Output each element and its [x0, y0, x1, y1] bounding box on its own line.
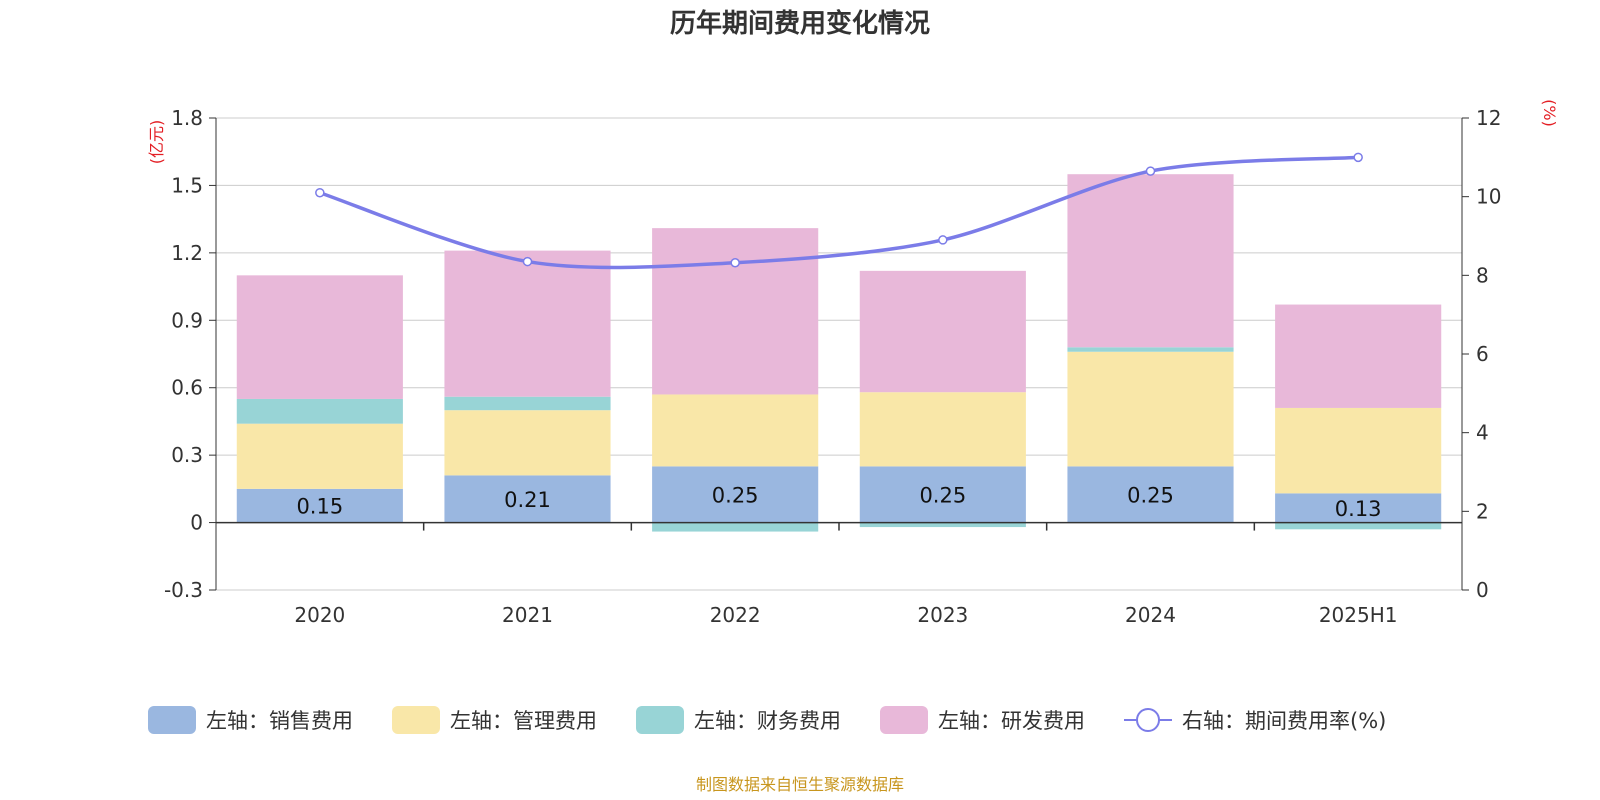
- left-tick-label: 0.3: [171, 443, 203, 467]
- bar-2025h1-2: [1275, 522, 1442, 530]
- right-tick-label: 4: [1476, 421, 1489, 445]
- left-tick-label: 0.6: [171, 376, 203, 400]
- bar-2021-0: [444, 475, 611, 523]
- legend-swatch-0: [148, 706, 196, 734]
- legend: 左轴：销售费用 左轴：管理费用 左轴：财务费用 左轴：研发费用 右轴：期间费用率(%): [148, 706, 1386, 734]
- rate-point-2020: [315, 187, 325, 198]
- grid: [216, 117, 1462, 591]
- left-tick-label: -0.3: [164, 578, 203, 602]
- right-tick-label: 6: [1476, 342, 1489, 366]
- legend-marker: [1136, 708, 1160, 732]
- data-source: 制图数据来自恒生聚源数据库: [696, 775, 904, 794]
- bar-2023-3: [859, 270, 1026, 393]
- data-label: 0.25: [712, 483, 759, 507]
- axes: -0.3 0 0.3 0.6 0.9 1.2 1.5 1.8 0 2 4 6 8 10 12 2020 2021…: [164, 106, 1501, 627]
- x-tick-label-2021: 2021: [502, 603, 553, 627]
- left-tick-label: 1.8: [171, 106, 203, 130]
- bars: [236, 174, 1442, 532]
- data-label: 0.25: [1127, 483, 1174, 507]
- right-tick-label: 2: [1476, 499, 1489, 523]
- legend-swatch-2: [636, 706, 684, 734]
- legend-swatch-1: [392, 706, 440, 734]
- bar-2020-1: [236, 423, 403, 489]
- data-label: 0.13: [1335, 497, 1382, 521]
- bar-2020-0: [236, 488, 403, 523]
- rate-point-2025h1: [1353, 152, 1363, 163]
- bar-2023-1: [859, 392, 1026, 467]
- bar-2025h1-0: [1275, 493, 1442, 523]
- legend-swatch-3: [880, 706, 928, 734]
- x-tick-label-2023: 2023: [917, 603, 968, 627]
- legend-label-1: 左轴：管理费用: [450, 709, 597, 733]
- right-tick-label: 8: [1476, 263, 1489, 287]
- data-label: 0.25: [919, 483, 966, 507]
- data-label: 0.15: [296, 495, 343, 519]
- bar-2023-2: [859, 522, 1026, 528]
- bar-2025h1-3: [1275, 304, 1442, 408]
- x-tick-label-2020: 2020: [294, 603, 345, 627]
- legend-label-3: 左轴：研发费用: [938, 709, 1085, 733]
- left-tick-label: 0.9: [171, 308, 203, 332]
- bar-2022-0: [652, 466, 819, 523]
- right-axis-unit: (%): [1540, 99, 1559, 127]
- left-tick-label: 1.2: [171, 241, 203, 265]
- data-label: 0.21: [504, 488, 551, 512]
- rate-point-2021: [522, 256, 533, 267]
- rate-point-2023: [938, 235, 948, 245]
- right-tick-label: 12: [1476, 106, 1501, 130]
- right-tick-label: 0: [1476, 578, 1489, 602]
- bar-2021-2: [444, 396, 611, 411]
- rate-point-2022: [730, 257, 740, 268]
- left-axis-unit: (亿元): [147, 120, 166, 165]
- bar-2020-3: [236, 275, 403, 399]
- x-tick-label-2024: 2024: [1125, 603, 1176, 627]
- bar-2020-2: [236, 398, 403, 424]
- right-tick-label: 10: [1476, 185, 1501, 209]
- bar-2022-2: [652, 522, 819, 532]
- bar-2024-2: [1067, 347, 1234, 352]
- bar-2024-1: [1067, 351, 1234, 467]
- bar-2022-3: [652, 228, 819, 395]
- bar-2021-1: [444, 410, 611, 476]
- bar-2025h1-1: [1275, 407, 1442, 494]
- legend-label-2: 左轴：财务费用: [694, 709, 841, 733]
- bar-2024-3: [1067, 174, 1234, 348]
- bar-2022-1: [652, 394, 819, 467]
- bar-2023-0: [859, 466, 1026, 523]
- bar-2024-0: [1067, 466, 1234, 523]
- legend-label-4: 右轴：期间费用率(%): [1182, 709, 1386, 733]
- left-tick-label: 1.5: [171, 173, 203, 197]
- left-tick-label: 0: [190, 511, 203, 535]
- chart-title: 历年期间费用变化情况: [670, 8, 930, 39]
- bar-2021-3: [444, 250, 611, 397]
- data-labels: 0.15 0.21 0.25 0.25 0.25 0.13: [296, 483, 1381, 520]
- x-tick-label-2025h1: 2025H1: [1319, 603, 1398, 627]
- rate-line-path: [319, 155, 1359, 270]
- rate-point-2024: [1145, 166, 1156, 176]
- x-tick-label-2022: 2022: [710, 603, 761, 627]
- rate-line: [315, 152, 1363, 270]
- legend-label-0: 左轴：销售费用: [206, 709, 353, 733]
